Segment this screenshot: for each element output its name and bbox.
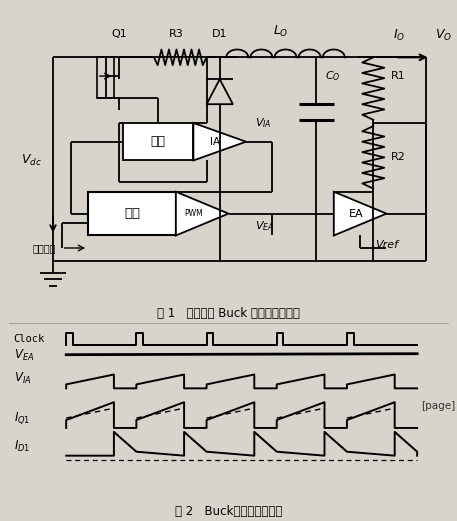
Text: PWM: PWM — [184, 209, 203, 218]
FancyBboxPatch shape — [97, 57, 114, 98]
Text: $V_{EA}$: $V_{EA}$ — [255, 219, 274, 233]
FancyBboxPatch shape — [88, 192, 176, 235]
Polygon shape — [207, 79, 233, 104]
Text: R2: R2 — [391, 153, 406, 163]
Text: $L_O$: $L_O$ — [273, 23, 289, 39]
Polygon shape — [176, 192, 228, 235]
Text: 驱动: 驱动 — [151, 135, 166, 148]
Text: $I_{D1}$: $I_{D1}$ — [14, 439, 30, 454]
Text: [page]: [page] — [421, 401, 456, 411]
Text: IA: IA — [210, 137, 220, 147]
Text: 图 1   电流模式 Buck 开关电源原理图: 图 1 电流模式 Buck 开关电源原理图 — [157, 307, 300, 320]
Text: Vref: Vref — [375, 240, 398, 250]
Text: $I_{Q1}$: $I_{Q1}$ — [14, 410, 30, 426]
Text: Clock: Clock — [14, 334, 45, 344]
Text: $V_O$: $V_O$ — [435, 28, 452, 43]
Text: $I_O$: $I_O$ — [393, 28, 406, 43]
Text: $V_{IA}$: $V_{IA}$ — [255, 116, 271, 130]
Polygon shape — [193, 123, 246, 160]
Polygon shape — [334, 192, 387, 235]
Text: R1: R1 — [391, 71, 405, 81]
Text: $V_{IA}$: $V_{IA}$ — [14, 371, 31, 387]
Text: EA: EA — [348, 208, 363, 219]
Text: Q1: Q1 — [111, 29, 127, 39]
FancyBboxPatch shape — [123, 123, 193, 160]
Text: $V_{dc}$: $V_{dc}$ — [21, 153, 42, 168]
Text: D1: D1 — [212, 29, 228, 39]
Text: R3: R3 — [169, 29, 183, 39]
Text: 图 2   Buck变换器的波形图: 图 2 Buck变换器的波形图 — [175, 505, 282, 517]
Text: $C_O$: $C_O$ — [325, 69, 340, 83]
Text: $V_{EA}$: $V_{EA}$ — [14, 348, 34, 363]
Text: 锁存: 锁存 — [124, 207, 140, 220]
Text: 时钟信号: 时钟信号 — [32, 243, 56, 253]
